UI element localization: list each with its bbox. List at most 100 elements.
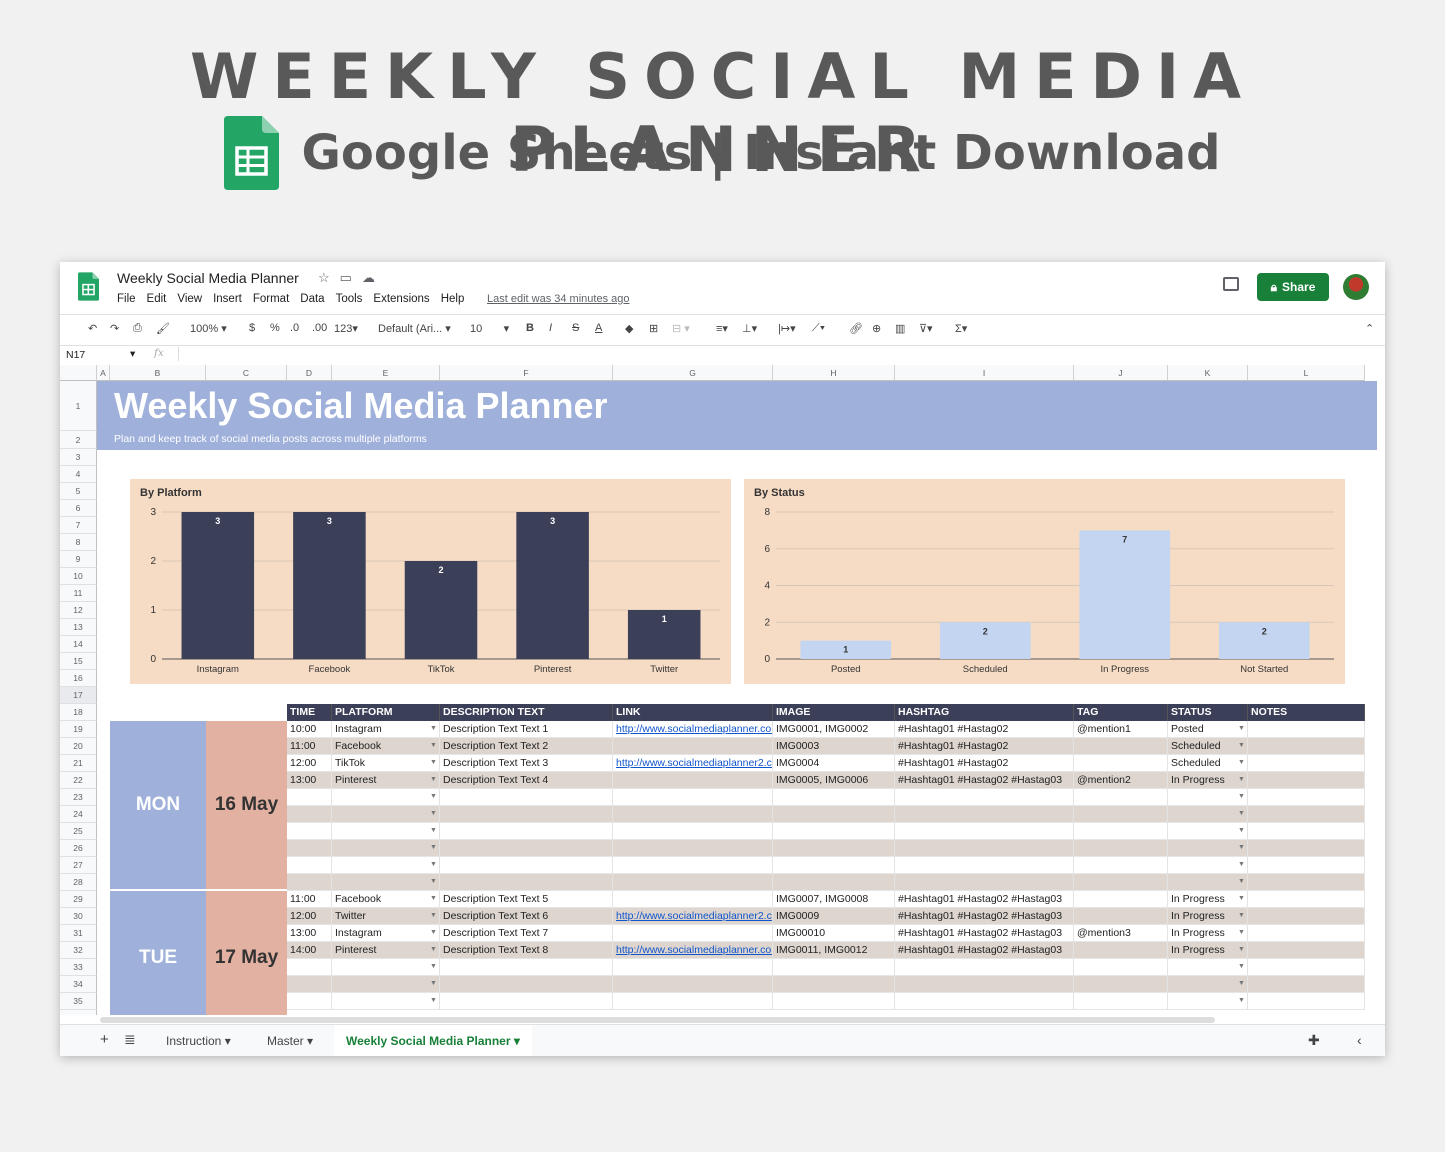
bold-icon[interactable]: B <box>526 322 534 334</box>
add-sheet-icon[interactable]: + <box>100 1031 109 1048</box>
cell-status[interactable]: In Progress <box>1168 891 1248 908</box>
column-header-b[interactable]: B <box>110 365 206 381</box>
platform-dropdown-icon[interactable]: ▼ <box>430 793 437 800</box>
cell-tag[interactable] <box>1074 823 1168 840</box>
row-header-8[interactable]: 8 <box>60 534 97 551</box>
print-icon[interactable]: ⎙ <box>133 322 142 334</box>
cell-platform[interactable] <box>332 874 440 891</box>
cell-time[interactable] <box>287 840 332 857</box>
cell-status[interactable] <box>1168 823 1248 840</box>
cell-link[interactable] <box>613 840 773 857</box>
insert-chart-icon[interactable]: ▥ <box>895 323 906 335</box>
column-header-j[interactable]: J <box>1074 365 1168 381</box>
cell-description-text[interactable] <box>440 789 613 806</box>
cell-hashtag[interactable] <box>895 976 1074 993</box>
cell-time[interactable]: 11:00 <box>287 738 332 755</box>
row-header-6[interactable]: 6 <box>60 500 97 517</box>
platform-chart[interactable]: By Platform 0 1 2 3 3 Instagram 3 Facebook 2 TikT… <box>130 479 731 684</box>
cell-platform[interactable]: Pinterest <box>332 772 440 789</box>
cell-status[interactable]: In Progress <box>1168 772 1248 789</box>
cell-link[interactable] <box>613 891 773 908</box>
cell-time[interactable] <box>287 806 332 823</box>
cell-time[interactable]: 14:00 <box>287 942 332 959</box>
column-header-i[interactable]: I <box>895 365 1074 381</box>
filter-icon[interactable]: ⊽▾ <box>919 323 933 335</box>
cell-platform[interactable] <box>332 993 440 1010</box>
menu-view[interactable]: View <box>177 293 203 305</box>
platform-dropdown-icon[interactable]: ▼ <box>430 827 437 834</box>
cell-hashtag[interactable] <box>895 993 1074 1010</box>
cell-status[interactable] <box>1168 976 1248 993</box>
cell-description-text[interactable] <box>440 874 613 891</box>
cloud-status-icon[interactable]: ☁ <box>361 270 375 285</box>
cell-time[interactable] <box>287 874 332 891</box>
column-header-g[interactable]: G <box>613 365 773 381</box>
status-dropdown-icon[interactable]: ▼ <box>1238 793 1245 800</box>
horizontal-align-icon[interactable]: ≡▾ <box>716 323 728 335</box>
platform-dropdown-icon[interactable]: ▼ <box>430 878 437 885</box>
cell-image[interactable] <box>773 857 895 874</box>
row-header-33[interactable]: 33 <box>60 959 97 976</box>
cell-time[interactable] <box>287 976 332 993</box>
status-dropdown-icon[interactable]: ▼ <box>1238 895 1245 902</box>
cell-tag[interactable]: @mention1 <box>1074 721 1168 738</box>
cell-platform[interactable] <box>332 840 440 857</box>
cell-status[interactable] <box>1168 789 1248 806</box>
cell-link[interactable] <box>613 823 773 840</box>
cell-tag[interactable] <box>1074 738 1168 755</box>
column-header-c[interactable]: C <box>206 365 287 381</box>
cell-description-text[interactable] <box>440 840 613 857</box>
name-box[interactable]: N17 <box>66 349 86 361</box>
status-dropdown-icon[interactable]: ▼ <box>1238 827 1245 834</box>
increase-decimal-button[interactable]: .00 <box>312 322 328 334</box>
cell-status[interactable]: Scheduled <box>1168 738 1248 755</box>
cell-hashtag[interactable] <box>895 959 1074 976</box>
cell-description-text[interactable]: Description Text Text 1 <box>440 721 613 738</box>
tab-weekly-social-media-planner[interactable]: Weekly Social Media Planner ▾ <box>334 1025 532 1056</box>
redo-icon[interactable]: ↷ <box>110 323 120 335</box>
cell-platform[interactable] <box>332 806 440 823</box>
cell-time[interactable]: 13:00 <box>287 925 332 942</box>
cell-notes[interactable] <box>1248 908 1365 925</box>
cell-tag[interactable] <box>1074 993 1168 1010</box>
fill-color-icon[interactable]: ◆ <box>625 323 634 335</box>
insert-link-icon[interactable]: 🔗︎ <box>849 323 863 335</box>
currency-format-button[interactable]: $ <box>249 322 256 334</box>
column-header-a[interactable]: A <box>97 365 110 381</box>
cell-platform[interactable]: Instagram <box>332 721 440 738</box>
cell-description-text[interactable]: Description Text Text 8 <box>440 942 613 959</box>
status-dropdown-icon[interactable]: ▼ <box>1238 878 1245 885</box>
status-dropdown-icon[interactable]: ▼ <box>1238 929 1245 936</box>
tab-instruction[interactable]: Instruction ▾ <box>166 1034 231 1048</box>
cell-tag[interactable] <box>1074 908 1168 925</box>
cell-status[interactable]: Posted <box>1168 721 1248 738</box>
cell-notes[interactable] <box>1248 874 1365 891</box>
cell-notes[interactable] <box>1248 942 1365 959</box>
cell-tag[interactable] <box>1074 891 1168 908</box>
cell-status[interactable] <box>1168 959 1248 976</box>
cell-notes[interactable] <box>1248 857 1365 874</box>
cell-description-text[interactable] <box>440 976 613 993</box>
row-header-23[interactable]: 23 <box>60 789 97 806</box>
cell-status[interactable]: In Progress <box>1168 908 1248 925</box>
row-header-3[interactable]: 3 <box>60 449 97 466</box>
insert-comment-icon[interactable]: ⊕ <box>872 323 882 335</box>
cell-hashtag[interactable]: #Hashtag01 #Hastag02 <box>895 721 1074 738</box>
italic-icon[interactable]: I <box>549 322 553 334</box>
row-header-31[interactable]: 31 <box>60 925 97 942</box>
cell-image[interactable] <box>773 959 895 976</box>
cell-status[interactable]: In Progress <box>1168 925 1248 942</box>
status-dropdown-icon[interactable]: ▼ <box>1238 742 1245 749</box>
cell-image[interactable]: IMG0007, IMG0008 <box>773 891 895 908</box>
row-header-34[interactable]: 34 <box>60 976 97 993</box>
paint-format-icon[interactable]: 🖌︎ <box>156 323 170 335</box>
text-rotation-icon[interactable]: ⟋▾ <box>812 322 826 334</box>
cell-tag[interactable] <box>1074 789 1168 806</box>
column-header-l[interactable]: L <box>1248 365 1365 381</box>
cell-tag[interactable] <box>1074 959 1168 976</box>
status-dropdown-icon[interactable]: ▼ <box>1238 776 1245 783</box>
cell-notes[interactable] <box>1248 738 1365 755</box>
cell-notes[interactable] <box>1248 806 1365 823</box>
cell-hashtag[interactable]: #Hashtag01 #Hastag02 #Hastag03 <box>895 908 1074 925</box>
status-dropdown-icon[interactable]: ▼ <box>1238 759 1245 766</box>
